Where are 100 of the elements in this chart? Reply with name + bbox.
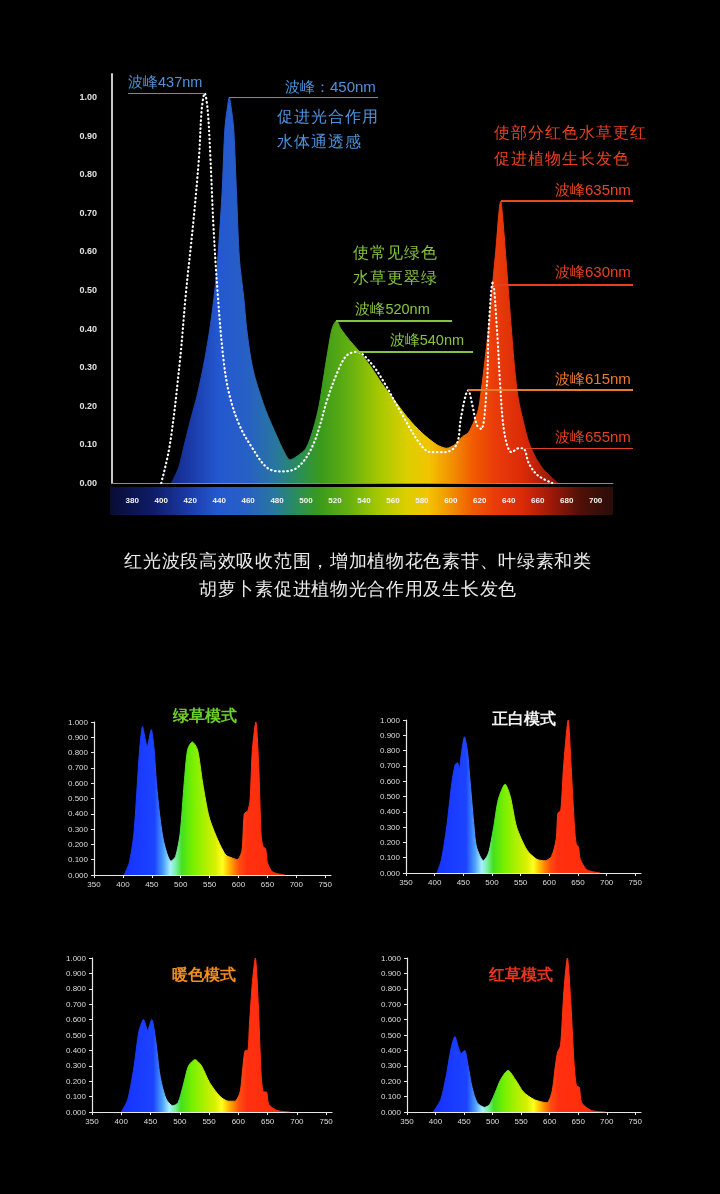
y-tick-label: 0.200 (380, 1076, 402, 1086)
x-tick-label: 450 (143, 1116, 158, 1126)
y-tick-label: 0.600 (65, 1015, 87, 1025)
x-tick-label: 480 (270, 495, 285, 505)
y-tick-label: 0.500 (67, 794, 89, 803)
annotation: 波峰655nm (555, 428, 631, 446)
x-tick-label: 750 (628, 877, 643, 887)
x-tick-label: 600 (543, 1116, 557, 1126)
y-tick-label: 0.700 (65, 999, 87, 1009)
x-tick-label: 600 (231, 879, 246, 889)
x-tick-label: 750 (319, 1116, 334, 1126)
x-tick-label: 680 (559, 495, 574, 505)
y-tick-label: 0.900 (379, 730, 401, 740)
x-tick-label: 350 (400, 1116, 415, 1126)
y-tick-label: 0.400 (379, 807, 401, 817)
x-tick-label: 450 (457, 1116, 472, 1126)
x-tick-label: 420 (183, 495, 198, 505)
y-tick-label: 0.200 (67, 839, 89, 849)
x-tick-label: 560 (386, 495, 401, 505)
y-tick-label: 1.00 (79, 92, 97, 103)
annotation: 波峰540nm (389, 332, 465, 349)
chart-title: 红草模式 (488, 965, 553, 983)
annotation: 波峰635nm (555, 181, 631, 198)
x-tick-label: 650 (260, 1116, 275, 1126)
y-tick-label: 0.800 (67, 748, 89, 758)
y-tick-label: 0.800 (379, 746, 401, 756)
x-tick-label: 450 (456, 877, 471, 887)
y-tick-label: 0.000 (65, 1107, 87, 1117)
y-tick-label: 0.600 (379, 776, 401, 786)
x-tick-label: 500 (173, 1116, 188, 1126)
y-tick-label: 0.10 (79, 439, 97, 450)
text: 红光波段高效吸收范围，增加植物花色素苷、叶绿素和类胡萝卜素促进植物光合作用及生长发色 (123, 550, 593, 601)
y-tick-label: 0.700 (379, 761, 401, 771)
y-tick-label: 0.300 (380, 1061, 402, 1071)
y-tick-label: 0.000 (380, 1107, 402, 1117)
y-tick-label: 0.300 (379, 822, 401, 832)
annotation: 波峰：450nm (285, 78, 376, 95)
x-tick-label: 450 (145, 879, 160, 889)
x-tick-label: 500 (485, 877, 500, 887)
x-tick-label: 400 (154, 495, 169, 505)
annotation: 波峰520nm (355, 301, 430, 318)
x-tick-label: 540 (357, 495, 372, 505)
y-tick-label: 0.200 (65, 1076, 87, 1086)
chart-title: 暖色模式 (172, 965, 236, 983)
y-tick-label: 0.70 (79, 207, 97, 218)
annotation: 水草更翠绿 (353, 269, 438, 286)
y-tick-label: 0.900 (67, 732, 89, 742)
y-tick-label: 1.000 (380, 953, 402, 963)
x-tick-label: 700 (600, 1116, 614, 1126)
x-tick-label: 700 (289, 879, 304, 889)
x-tick-label: 650 (571, 1116, 586, 1126)
y-tick-label: 0.900 (65, 968, 87, 978)
x-tick-label: 500 (485, 1116, 500, 1126)
x-tick-label: 640 (502, 495, 516, 505)
y-tick-label: 0.000 (67, 870, 89, 880)
y-tick-label: 0.400 (380, 1045, 402, 1055)
x-tick-label: 550 (514, 1116, 529, 1126)
x-tick-label: 550 (513, 877, 528, 887)
y-tick-label: 0.00 (79, 478, 97, 488)
y-tick-label: 0.500 (380, 1030, 402, 1040)
annotation: 波峰615nm (555, 370, 631, 387)
chart-title: 绿草模式 (172, 706, 237, 724)
y-tick-label: 0.600 (67, 778, 89, 788)
x-tick-label: 380 (125, 495, 140, 505)
x-tick-label: 700 (290, 1116, 305, 1126)
y-tick-label: 0.40 (79, 323, 97, 334)
y-tick-label: 0.300 (67, 824, 89, 834)
x-tick-label: 400 (428, 1116, 443, 1126)
y-tick-label: 0.500 (65, 1030, 87, 1040)
y-tick-label: 0.700 (67, 763, 89, 773)
x-tick-label: 400 (114, 1116, 129, 1126)
y-tick-label: 0.100 (65, 1092, 87, 1102)
y-tick-label: 0.90 (79, 130, 97, 141)
x-tick-label: 550 (202, 879, 217, 889)
x-tick-label: 660 (531, 495, 545, 505)
y-tick-label: 0.600 (380, 1015, 402, 1025)
annotation: 促进光合作用 (277, 108, 379, 125)
x-tick-label: 600 (444, 495, 459, 505)
annotation: 水体通透感 (277, 133, 362, 150)
x-tick-label: 350 (85, 1116, 100, 1126)
x-tick-label: 400 (116, 879, 131, 889)
x-tick-label: 350 (87, 879, 102, 889)
y-tick-label: 0.800 (65, 984, 87, 994)
y-tick-label: 0.50 (79, 285, 97, 296)
y-tick-label: 0.300 (65, 1061, 87, 1071)
y-tick-label: 0.200 (379, 837, 401, 847)
x-tick-label: 500 (174, 879, 188, 889)
x-tick-label: 700 (599, 877, 614, 887)
y-tick-label: 0.100 (380, 1092, 402, 1102)
y-tick-label: 1.000 (65, 953, 87, 963)
x-tick-label: 600 (231, 1116, 246, 1126)
y-tick-label: 0.20 (79, 400, 97, 411)
chart-title: 正白模式 (491, 709, 556, 727)
y-tick-label: 0.500 (379, 792, 401, 801)
x-tick-label: 580 (415, 495, 430, 505)
y-tick-label: 0.700 (380, 999, 402, 1009)
y-tick-label: 0.800 (380, 984, 402, 994)
x-tick-label: 400 (427, 877, 442, 887)
x-tick-label: 500 (299, 495, 314, 505)
annotation: 促进植物生长发色 (494, 150, 630, 167)
